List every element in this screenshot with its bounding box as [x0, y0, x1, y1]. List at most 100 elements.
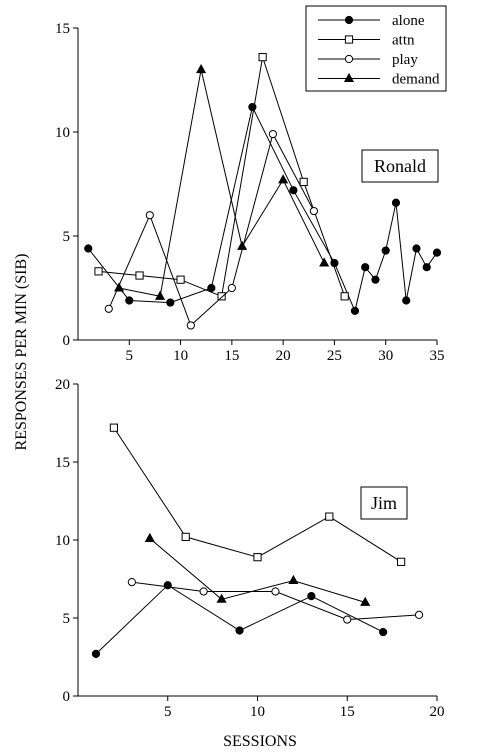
jim-point-attn [397, 557, 406, 566]
ronald-point-play [309, 206, 319, 216]
ronald-y-tick-label: 10 [55, 125, 70, 141]
ronald-panel-label: Ronald [361, 149, 439, 183]
ronald-point-attn [217, 292, 226, 301]
jim-axes: 0 5 10 15 20 5 10 15 20 [55, 377, 445, 720]
ronald-y-tick-label: 15 [55, 21, 70, 37]
ronald-point-alone [381, 246, 390, 255]
jim-point-play [271, 587, 280, 596]
ronald-x-tick-label: 15 [224, 348, 239, 364]
ronald-point-alone [289, 186, 298, 195]
ronald-point-attn [94, 267, 103, 276]
ronald-point-attn [258, 53, 267, 62]
jim-panel-label: Jim [360, 486, 408, 520]
jim-point-play [127, 578, 136, 587]
ronald-x-tick-label: 25 [327, 348, 342, 364]
ronald-point-demand [155, 290, 166, 300]
jim-panel-label-text: Jim [371, 493, 397, 513]
ronald-x-tick-label: 5 [126, 348, 134, 364]
ronald-point-alone [371, 275, 380, 284]
jim-point-attn [109, 423, 119, 432]
legend-label: attn [392, 33, 415, 49]
ronald-point-alone [391, 198, 401, 207]
ronald-point-alone [422, 263, 431, 272]
jim-point-attn [253, 553, 262, 562]
ronald-x-tick-label: 10 [173, 348, 188, 364]
jim-point-alone [307, 592, 316, 601]
jim-series-line-alone [95, 584, 384, 655]
legend-entry-attn: attn [318, 33, 415, 49]
panel-jim: 0 5 10 15 20 5 10 15 20 Jim [55, 377, 445, 720]
legend-marker-alone [344, 15, 354, 25]
jim-point-alone [91, 649, 101, 658]
ronald-point-demand [237, 240, 248, 250]
jim-point-play [414, 610, 424, 619]
legend-marker-demand [343, 72, 355, 82]
jim-y-tick-label: 5 [63, 611, 71, 627]
ronald-series-demand [113, 63, 330, 300]
legend-label: alone [392, 13, 425, 29]
legend-entry-play: play [318, 52, 418, 68]
ronald-series-play [104, 129, 319, 330]
ronald-series-alone [84, 102, 442, 315]
ronald-point-play [268, 129, 277, 139]
jim-series-play [127, 578, 424, 624]
ronald-point-demand [113, 282, 125, 292]
ronald-point-alone [207, 283, 216, 293]
ronald-series-attn [94, 53, 349, 301]
ronald-point-attn [135, 271, 144, 280]
ronald-point-play [104, 304, 113, 313]
jim-y-tick-label: 10 [55, 533, 70, 549]
ronald-series-line-alone [87, 105, 438, 313]
ronald-point-alone [350, 306, 360, 315]
legend-marker-play [344, 54, 354, 64]
legend-marker-attn [344, 35, 354, 44]
ronald-panel-label-box [361, 149, 439, 183]
jim-point-demand [144, 532, 155, 542]
jim-series-line-attn [113, 427, 402, 563]
ronald-point-attn [176, 275, 185, 284]
ronald-point-attn [299, 177, 308, 187]
jim-series-attn [109, 423, 406, 566]
ronald-point-alone [402, 296, 411, 305]
jim-y-tick-label: 15 [55, 455, 70, 471]
jim-point-alone [235, 626, 244, 635]
jim-y-tick-label: 0 [63, 689, 71, 705]
y-axis-label: RESPONSES PER MIN (SIB) [13, 254, 30, 451]
jim-series-line-demand [149, 538, 366, 603]
ronald-point-alone [361, 263, 370, 272]
legend-label: play [392, 52, 418, 68]
ronald-y-tick-label: 5 [63, 229, 71, 245]
ronald-point-alone [432, 248, 442, 257]
jim-x-tick-label: 5 [164, 704, 172, 720]
ronald-series-line-play [108, 132, 315, 327]
legend-entry-alone: alone [318, 13, 425, 29]
jim-point-attn [181, 532, 190, 541]
ronald-point-demand [196, 63, 207, 74]
jim-point-play [343, 615, 352, 624]
jim-point-play [199, 587, 208, 596]
jim-series-demand [144, 532, 371, 606]
x-axis-label: SESSIONS [223, 733, 297, 750]
jim-panel-label-box [360, 486, 408, 520]
jim-point-demand [216, 593, 227, 603]
ronald-point-alone [166, 298, 175, 307]
ronald-panel-label-text: Ronald [374, 156, 426, 176]
ronald-point-alone [84, 244, 93, 253]
jim-x-tick-label: 15 [340, 704, 355, 720]
ronald-x-tick-label: 20 [276, 348, 291, 364]
ronald-point-play [227, 283, 236, 293]
ronald-point-play [186, 321, 195, 330]
jim-point-alone [379, 627, 388, 637]
jim-series-alone [91, 581, 388, 658]
jim-x-tick-label: 20 [430, 704, 445, 720]
ronald-point-demand [278, 174, 289, 184]
ronald-x-tick-label: 30 [378, 348, 393, 364]
jim-point-demand [288, 574, 299, 585]
jim-point-attn [325, 512, 334, 521]
ronald-point-alone [125, 296, 134, 305]
ronald-series-line-attn [98, 56, 346, 297]
ronald-point-attn [340, 292, 349, 301]
ronald-series-line-demand [118, 69, 325, 297]
legend: alone attn play demand [305, 5, 447, 92]
jim-y-tick-label: 20 [55, 377, 70, 393]
